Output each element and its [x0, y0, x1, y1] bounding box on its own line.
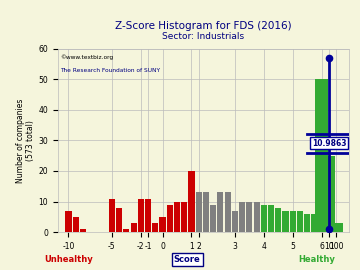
Text: Unhealthy: Unhealthy — [44, 255, 93, 264]
Text: Score: Score — [174, 255, 201, 264]
Bar — [116, 208, 122, 232]
Bar — [253, 202, 260, 232]
Bar — [246, 202, 252, 232]
Text: 10.9863: 10.9863 — [312, 139, 346, 148]
Title: Z-Score Histogram for FDS (2016): Z-Score Histogram for FDS (2016) — [115, 21, 292, 31]
Bar — [283, 211, 289, 232]
Bar — [261, 205, 267, 232]
Bar — [275, 208, 282, 232]
Bar — [138, 198, 144, 232]
Text: ©www.textbiz.org: ©www.textbiz.org — [60, 55, 113, 60]
Bar — [188, 171, 194, 232]
Bar — [167, 205, 173, 232]
Bar — [232, 211, 238, 232]
Bar — [297, 211, 303, 232]
Bar — [239, 202, 245, 232]
Bar — [323, 156, 336, 232]
Bar — [145, 198, 151, 232]
Bar — [80, 229, 86, 232]
Bar — [181, 202, 187, 232]
Bar — [123, 229, 129, 232]
Bar — [203, 193, 209, 232]
Bar — [159, 217, 166, 232]
Bar — [174, 202, 180, 232]
Text: The Research Foundation of SUNY: The Research Foundation of SUNY — [60, 69, 160, 73]
Bar — [152, 223, 158, 232]
Bar — [330, 223, 343, 232]
Y-axis label: Number of companies
(573 total): Number of companies (573 total) — [16, 98, 35, 183]
Bar — [210, 205, 216, 232]
Text: Healthy: Healthy — [298, 255, 335, 264]
Bar — [268, 205, 274, 232]
Bar — [130, 223, 137, 232]
Bar — [109, 198, 115, 232]
Bar — [225, 193, 231, 232]
Bar — [195, 193, 202, 232]
Text: Sector: Industrials: Sector: Industrials — [162, 32, 244, 41]
Bar — [311, 214, 318, 232]
Bar — [304, 214, 310, 232]
Bar — [66, 211, 72, 232]
Bar — [217, 193, 224, 232]
Bar — [315, 79, 328, 232]
Bar — [290, 211, 296, 232]
Bar — [73, 217, 79, 232]
